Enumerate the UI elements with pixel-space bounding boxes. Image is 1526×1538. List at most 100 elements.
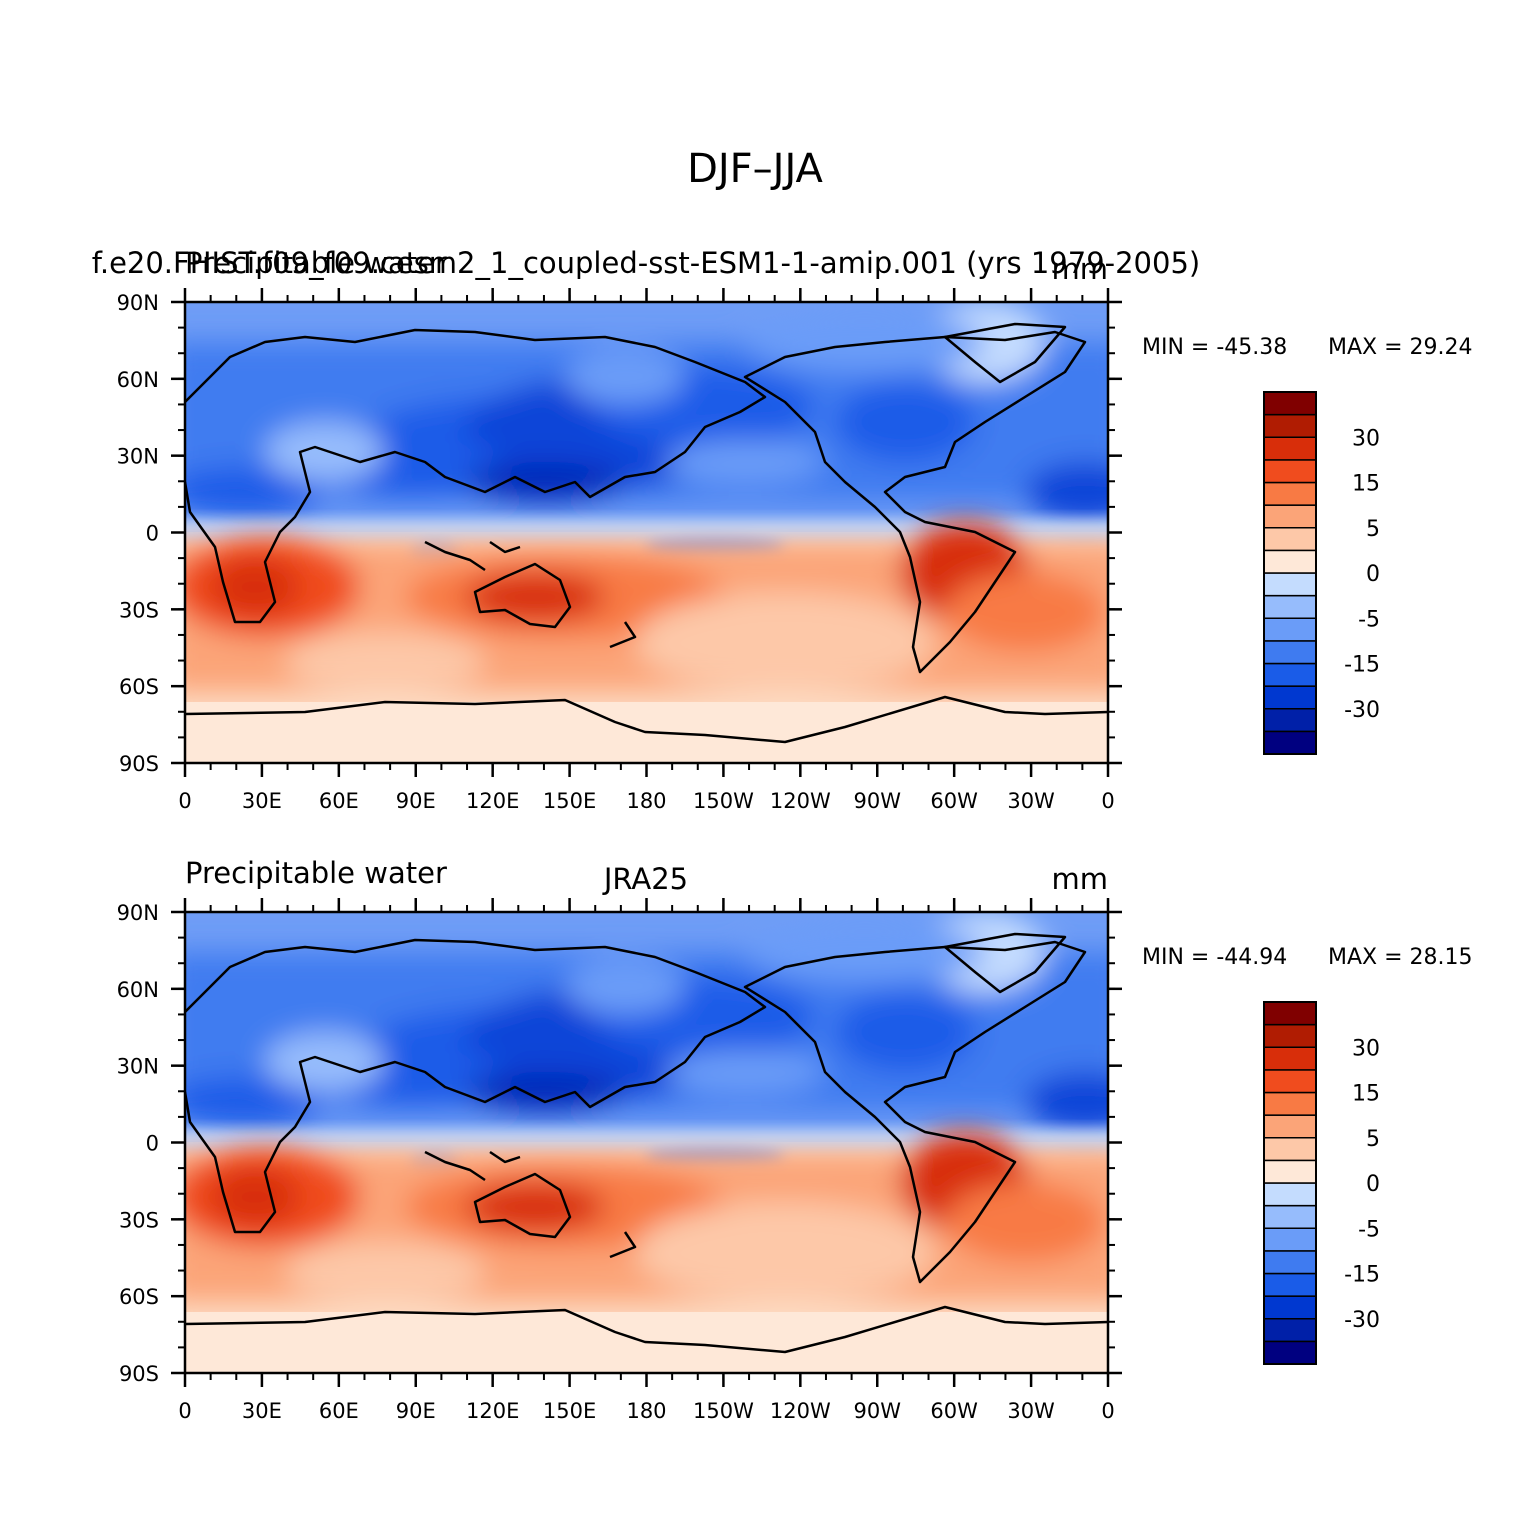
lon-tick-label: 150W [693,789,754,813]
colorbar-swatch [1263,549,1317,574]
colorbar-swatch [1263,1204,1317,1229]
colorbar-label: 30 [1352,426,1380,451]
lat-tick-label: 30S [119,1208,159,1232]
panel-2-map [185,892,1108,1392]
lon-tick-label: 150E [543,789,596,813]
lon-tick-label: 0 [178,1399,191,1423]
lon-tick-label: 60E [319,789,359,813]
colorbar-swatch [1263,436,1317,461]
lat-tick-label: 0 [146,522,159,546]
colorbar-label: -15 [1344,653,1380,678]
colorbar-label: 5 [1366,517,1380,542]
lat-tick-label: 90S [119,1362,159,1386]
lon-tick-label: 0 [1101,789,1114,813]
panel-2-min-label: MIN = -44.94 [1142,945,1287,970]
lat-tick-label: 60S [119,1285,159,1309]
lat-tick-label: 30N [117,1055,159,1079]
lat-tick-label: 60S [119,675,159,699]
colorbar-label: -30 [1344,1308,1380,1333]
colorbar-label: 15 [1352,472,1380,497]
lon-tick-label: 90E [396,789,436,813]
lon-tick-label: 0 [178,789,191,813]
colorbar-swatch [1263,1227,1317,1252]
lon-tick-label: 30E [242,1399,282,1423]
colorbar-swatch [1263,504,1317,529]
colorbar-swatch [1263,1182,1317,1207]
lat-tick-label: 60N [117,978,159,1002]
colorbar-swatch [1263,572,1317,597]
colorbar-label: 5 [1366,1127,1380,1152]
panel-1-units: mm [1052,252,1109,286]
colorbar-swatch [1263,1318,1317,1343]
panel-1-max-label: MAX = 29.24 [1328,335,1473,360]
colorbar-swatch [1263,459,1317,484]
panel-1-left-label: Precipitable water [185,246,447,280]
colorbar-swatch [1263,413,1317,438]
lon-tick-label: 90E [396,1399,436,1423]
colorbar-label: -30 [1344,698,1380,723]
colorbar-swatch [1263,708,1317,733]
panel-1-colorbar: 30 15 5 0 -5 -15 -30 [1263,391,1380,755]
lon-tick-label: 30W [1007,789,1055,813]
lon-tick-label: 150E [543,1399,596,1423]
lat-tick-label: 30S [119,598,159,622]
colorbar-swatch [1263,1091,1317,1116]
lon-tick-label: 0 [1101,1399,1114,1423]
colorbar-swatch [1263,685,1317,710]
lon-tick-label: 90W [854,789,902,813]
colorbar-swatch [1263,1001,1317,1026]
lon-tick-label: 180 [626,1399,666,1423]
colorbar-swatch [1263,1023,1317,1048]
colorbar-swatch [1263,527,1317,552]
colorbar-label: -5 [1358,607,1380,632]
lon-tick-label: 30E [242,789,282,813]
colorbar-swatch [1263,1159,1317,1184]
panel-2: Precipitable water JRA25 mm 90N60N30N030… [117,856,1473,1423]
panel-2-dataset-label: JRA25 [602,862,688,896]
colorbar-swatch [1263,662,1317,687]
lon-tick-label: 120W [770,789,831,813]
lon-tick-label: 120E [466,1399,519,1423]
colorbar-swatch [1263,391,1317,416]
colorbar-swatch [1263,1272,1317,1297]
lat-tick-label: 30N [117,445,159,469]
colorbar-frame [1263,391,1317,755]
colorbar-swatch [1263,1069,1317,1094]
panel-2-units: mm [1052,862,1109,896]
colorbar-swatch [1263,1295,1317,1320]
colorbar-swatch [1263,640,1317,665]
colorbar-label: 0 [1366,1172,1380,1197]
panel-1-map [185,282,1108,782]
colorbar-label: -5 [1358,1217,1380,1242]
panel-2-max-label: MAX = 28.15 [1328,945,1473,970]
panel-2-colorbar: 30 15 5 0 -5 -15 -30 [1263,1001,1380,1365]
colorbar-label: 15 [1352,1082,1380,1107]
lon-tick-label: 60W [930,1399,978,1423]
lon-tick-label: 120W [770,1399,831,1423]
panel-2-left-label: Precipitable water [185,856,447,890]
panel-1-axes: 90N 60N 30N 0 30S 60S 90S 0 30E 60E 90E 120E 150E 180… [117,288,1122,813]
lon-tick-label: 30W [1007,1399,1055,1423]
lon-tick-label: 90W [854,1399,902,1423]
panel-1-min-label: MIN = -45.38 [1142,335,1287,360]
colorbar-label: -15 [1344,1263,1380,1288]
colorbar-swatch [1263,1114,1317,1139]
lat-tick-label: 60N [117,368,159,392]
colorbar-swatch [1263,1137,1317,1162]
lat-tick-label: 90N [117,291,159,315]
lat-tick-label: 0 [146,1132,159,1156]
lon-tick-label: 180 [626,789,666,813]
colorbar-swatch [1263,594,1317,619]
figure-title: DJF–JJA [687,146,823,192]
colorbar-label: 0 [1366,562,1380,587]
lon-tick-label: 60E [319,1399,359,1423]
lon-tick-label: 120E [466,789,519,813]
colorbar-swatch [1263,1250,1317,1275]
lat-tick-label: 90S [119,752,159,776]
colorbar-swatch [1263,730,1317,755]
lon-tick-label: 150W [693,1399,754,1423]
colorbar-label: 30 [1352,1036,1380,1061]
lat-tick-label: 90N [117,901,159,925]
panel-1: Precipitable water f.e20.FHIST.f09_f09.c… [92,246,1473,813]
lon-tick-label: 60W [930,789,978,813]
